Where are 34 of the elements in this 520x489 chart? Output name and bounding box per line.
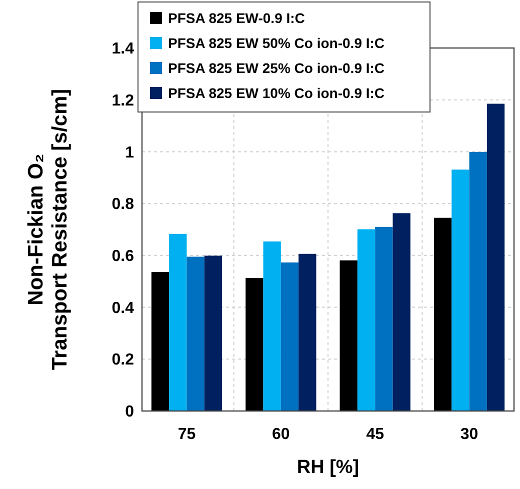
bar: [392, 213, 410, 411]
bar: [469, 152, 487, 411]
legend-label: PFSA 825 EW 25% Co ion-0.9 I:C: [168, 60, 385, 76]
bar: [204, 256, 222, 411]
legend-label: PFSA 825 EW 10% Co ion-0.9 I:C: [168, 84, 385, 101]
legend-label: PFSA 825 EW-0.9 I:C: [168, 10, 305, 26]
bar: [434, 218, 452, 411]
bar: [298, 254, 316, 411]
bar: [186, 256, 204, 411]
y-tick-label: 0: [125, 404, 134, 421]
y-tick-label: 0.4: [112, 300, 134, 317]
bar: [151, 272, 170, 411]
x-tick-label: 30: [460, 426, 478, 443]
y-axis-title: Non-Fickian O₂ Transport Resistance [s/cm]: [24, 88, 72, 370]
bar: [357, 229, 376, 411]
y-tick-label: 0.8: [112, 196, 134, 214]
bar: [486, 104, 505, 411]
x-axis-title: RH [%]: [296, 457, 360, 478]
y-tick-label: 0.6: [112, 248, 134, 266]
x-tick-label: 60: [272, 426, 290, 443]
y-tick-label: 1: [125, 144, 134, 162]
y-tick-label: 1.4: [112, 40, 134, 58]
bar: [452, 170, 470, 411]
x-tick-label: 75: [178, 426, 196, 443]
legend-label: PFSA 825 EW 50% Co ion-0.9 I:C: [168, 34, 385, 51]
bar: [246, 278, 264, 411]
y-tick-label: 0.2: [112, 352, 134, 369]
x-tick-label: 45: [366, 426, 384, 443]
bar: [375, 226, 393, 411]
bar: [169, 234, 187, 411]
y-tick-label: 1.2: [112, 92, 134, 110]
bar: [263, 241, 281, 411]
bar: [340, 260, 358, 411]
bar: [280, 262, 299, 411]
